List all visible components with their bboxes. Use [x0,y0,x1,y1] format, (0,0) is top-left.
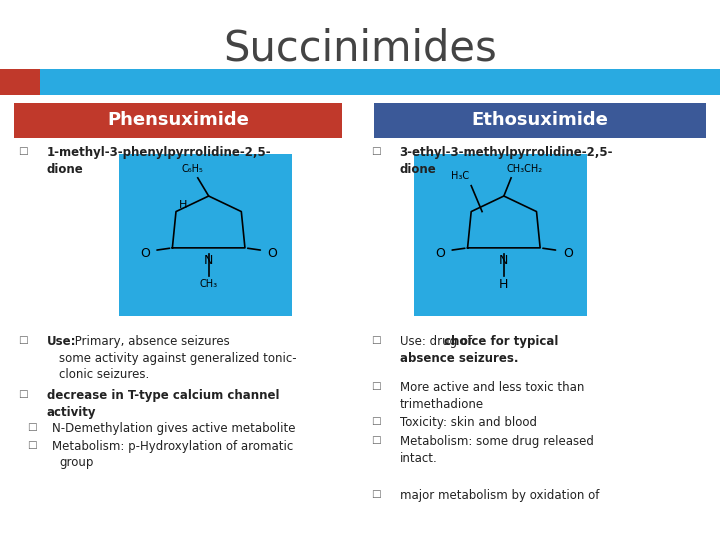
Text: More active and less toxic than
trimethadione: More active and less toxic than trimetha… [400,381,584,411]
Text: O: O [435,247,445,260]
Text: CH₃CH₂: CH₃CH₂ [506,164,542,174]
Text: Metabolism: some drug released
intact.: Metabolism: some drug released intact. [400,435,593,465]
Text: □: □ [18,389,28,399]
Text: major metabolism by oxidation of: major metabolism by oxidation of [400,489,599,502]
Text: □: □ [371,335,381,345]
Text: H: H [179,200,187,211]
Text: Primary, absence seizures: Primary, absence seizures [71,335,230,348]
Text: Metabolism: p-Hydroxylation of aromatic: Metabolism: p-Hydroxylation of aromatic [52,440,293,453]
Bar [14,103,342,138]
Text: □: □ [371,416,381,426]
Text: □: □ [371,435,381,445]
Text: 1-methyl-3-phenylpyrrolidine-2,5-
dione: 1-methyl-3-phenylpyrrolidine-2,5- dione [47,146,271,176]
Text: H: H [499,278,508,291]
Bar [374,103,706,138]
Text: Phensuximide: Phensuximide [107,111,249,129]
Text: N: N [204,254,213,267]
Text: clonic seizures.: clonic seizures. [59,368,149,381]
Text: decrease in T-type calcium channel
activity: decrease in T-type calcium channel activ… [47,389,279,419]
Text: 3-ethyl-3-methylpyrrolidine-2,5-
dione: 3-ethyl-3-methylpyrrolidine-2,5- dione [400,146,613,176]
Text: □: □ [18,335,28,345]
Text: □: □ [371,146,381,156]
Text: Toxicity: skin and blood: Toxicity: skin and blood [400,416,536,429]
Text: Use:: Use: [47,335,76,348]
Text: some activity against generalized tonic-: some activity against generalized tonic- [59,352,297,365]
Bar [119,154,292,316]
Text: □: □ [371,489,381,499]
Text: choice for typical: choice for typical [444,335,559,348]
Text: Succinimides: Succinimides [223,28,497,70]
Text: absence seizures.: absence seizures. [400,352,518,365]
Text: □: □ [27,440,37,450]
Text: O: O [563,247,572,260]
Bar [0,69,720,94]
Text: H₃C: H₃C [451,171,469,181]
Text: CH₃: CH₃ [199,279,217,289]
Text: Use: drug of: Use: drug of [400,335,475,348]
Text: □: □ [18,146,28,156]
Text: O: O [140,247,150,260]
Bar [414,154,587,316]
Bar [0,69,40,94]
Text: N-Demethylation gives active metabolite: N-Demethylation gives active metabolite [52,422,295,435]
Text: Ethosuximide: Ethosuximide [472,111,608,129]
Text: □: □ [371,381,381,391]
Text: □: □ [27,422,37,433]
Text: C₆H₅: C₆H₅ [182,164,204,174]
Text: group: group [59,456,94,469]
Text: N: N [499,254,508,267]
Text: O: O [268,247,277,260]
